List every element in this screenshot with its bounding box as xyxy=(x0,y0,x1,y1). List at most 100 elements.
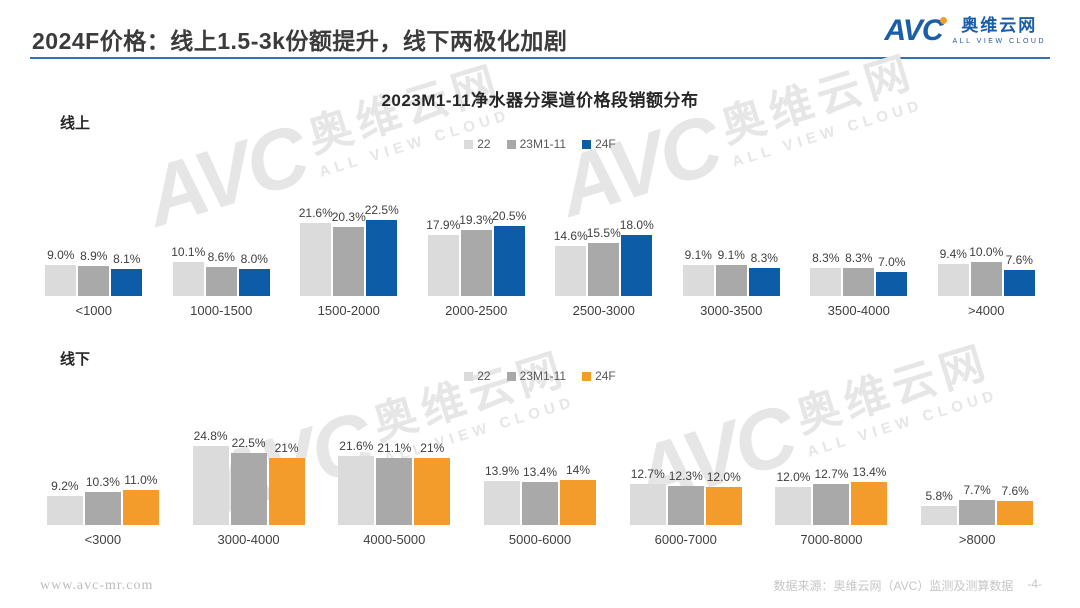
bar-value-label: 13.4% xyxy=(523,465,558,480)
legend-label: 24F xyxy=(595,137,616,151)
bar-24F: 21% xyxy=(414,441,451,525)
chart-title: 2023M1-11净水器分渠道价格段销额分布 xyxy=(381,91,699,110)
bar-23M1-11: 9.1% xyxy=(715,248,747,296)
bar-value-label: 5.8% xyxy=(925,489,953,504)
bar-cluster: 24.8% 22.5% 21% xyxy=(192,429,305,525)
legend-item: 23M1-11 xyxy=(506,369,566,383)
legend-swatch-icon xyxy=(464,139,474,149)
bar-23M1-11: 13.4% xyxy=(522,465,559,525)
bar-24F: 7.6% xyxy=(1003,253,1035,296)
bar-value-label: 12.0% xyxy=(706,469,741,484)
bar-group: 9.4% 10.0% 7.6% >4000 xyxy=(923,214,1051,318)
bar-group: 5.8% 7.7% 7.6% >8000 xyxy=(904,443,1050,547)
bar-23M1-11: 12.7% xyxy=(813,467,850,525)
watermark-cn-text: 奥维云网 xyxy=(790,337,996,443)
category-label: <3000 xyxy=(84,532,122,547)
bar-group: 9.1% 9.1% 8.3% 3000-3500 xyxy=(668,214,796,318)
bar-value-label: 21.6% xyxy=(339,438,374,453)
bar-22: 9.4% xyxy=(937,247,969,296)
bar-22: 21.6% xyxy=(338,439,375,525)
category-label: <1000 xyxy=(75,303,112,318)
bar-value-label: 12.3% xyxy=(668,468,703,483)
bar-value-label: 13.4% xyxy=(852,465,887,480)
legend-swatch-icon xyxy=(582,371,592,381)
bar-value-label: 17.9% xyxy=(426,218,461,233)
bar-cluster: 8.3% 8.3% 7.0% xyxy=(810,214,908,296)
bar-value-label: 12.0% xyxy=(776,469,811,484)
legend-label: 22 xyxy=(477,137,491,151)
footer-source: 数据来源：奥维云网（AVC）监测及测算数据 -4- xyxy=(774,577,1042,594)
bar-value-label: 21% xyxy=(274,440,299,455)
legend-item: 22 xyxy=(464,137,491,151)
bar-value-label: 9.2% xyxy=(51,478,79,493)
bar-22: 8.3% xyxy=(810,251,842,296)
bar-value-label: 21.6% xyxy=(298,205,333,220)
avc-logo-mark: AVC xyxy=(884,14,947,47)
legend-online: 22 23M1-11 24F xyxy=(0,137,1080,151)
avc-logo-wordmark: 奥维云网 ALL VIEW CLOUD xyxy=(952,16,1046,45)
bar-group: 9.0% 8.9% 8.1% <1000 xyxy=(30,214,158,318)
bar-group: 21.6% 20.3% 22.5% 1500-2000 xyxy=(285,203,413,319)
bar-value-label: 8.3% xyxy=(845,250,873,265)
bar-chart-offline: 9.2% 10.3% 11.0% <3000 24.8% 22.5% 21% 3000-400… xyxy=(30,429,1050,547)
bar-value-label: 22.5% xyxy=(231,436,266,450)
watermark-avc-text: AVC xyxy=(547,97,730,235)
bar-cluster: 9.2% 10.3% 11.0% xyxy=(46,443,159,525)
bar-cluster: 21.6% 20.3% 22.5% xyxy=(299,203,399,296)
category-label: 5000-6000 xyxy=(508,532,572,547)
legend-item: 22 xyxy=(464,369,491,383)
bar-value-label: 19.3% xyxy=(459,213,494,228)
bar-value-label: 21% xyxy=(420,440,445,455)
bar-24F: 12.0% xyxy=(705,470,742,525)
bar-value-label: 14% xyxy=(566,463,591,478)
bar-24F: 11.0% xyxy=(122,473,159,525)
watermark-cn-text: 奥维云网 xyxy=(367,344,573,450)
bar-value-label: 7.6% xyxy=(1001,483,1029,498)
bar-23M1-11: 10.0% xyxy=(969,245,1003,296)
bar-23M1-11: 21.1% xyxy=(376,441,413,525)
category-label: >8000 xyxy=(958,532,996,547)
legend-label: 22 xyxy=(477,369,491,383)
legend-swatch-icon xyxy=(506,139,516,149)
bar-24F: 21% xyxy=(268,441,305,525)
category-label: 3500-4000 xyxy=(827,303,890,318)
avc-logo-en: ALL VIEW CLOUD xyxy=(952,37,1046,45)
bar-24F: 8.0% xyxy=(238,252,270,296)
bar-value-label: 8.1% xyxy=(113,251,141,266)
bar-22: 5.8% xyxy=(921,489,958,525)
avc-logo: AVC 奥维云网 ALL VIEW CLOUD xyxy=(884,16,1046,46)
bar-group: 17.9% 19.3% 20.5% 2000-2500 xyxy=(413,209,541,318)
bar-22: 24.8% xyxy=(192,429,229,525)
avc-logo-text: AVC xyxy=(884,14,943,47)
bar-24F: 8.1% xyxy=(111,252,143,296)
bar-value-label: 24.8% xyxy=(193,428,228,443)
bar-22: 12.7% xyxy=(629,467,666,525)
bar-cluster: 9.4% 10.0% 7.6% xyxy=(937,214,1035,296)
bar-value-label: 21.1% xyxy=(377,440,412,455)
legend-label: 24F xyxy=(595,369,616,383)
bar-group: 21.6% 21.1% 21% 4000-5000 xyxy=(321,439,467,547)
page-title: 2024F价格：线上1.5-3k份额提升，线下两极化加剧 xyxy=(32,28,568,54)
bar-23M1-11: 12.3% xyxy=(667,469,704,525)
bar-24F: 7.0% xyxy=(876,255,908,296)
bar-value-label: 8.3% xyxy=(812,250,840,265)
bar-value-label: 12.7% xyxy=(630,467,665,482)
bar-value-label: 18.0% xyxy=(619,217,654,232)
legend-swatch-icon xyxy=(582,139,592,149)
bar-value-label: 9.4% xyxy=(939,247,967,261)
bar-value-label: 22.5% xyxy=(364,202,399,217)
bar-22: 21.6% xyxy=(299,206,333,296)
bar-value-label: 11.0% xyxy=(124,472,158,487)
legend-swatch-icon xyxy=(464,371,474,381)
bar-value-label: 9.1% xyxy=(684,248,712,263)
bar-value-label: 14.6% xyxy=(553,229,588,244)
category-label: 3000-4000 xyxy=(217,532,280,547)
footer-website-link[interactable]: www.avc-mr.com xyxy=(40,578,154,593)
bar-24F: 13.4% xyxy=(851,465,888,525)
bar-group: 9.2% 10.3% 11.0% <3000 xyxy=(30,443,176,547)
bar-cluster: 14.6% 15.5% 18.0% xyxy=(553,214,654,296)
bar-24F: 22.5% xyxy=(365,203,399,296)
bar-23M1-11: 8.6% xyxy=(205,250,237,296)
legend-item: 24F xyxy=(582,369,616,383)
